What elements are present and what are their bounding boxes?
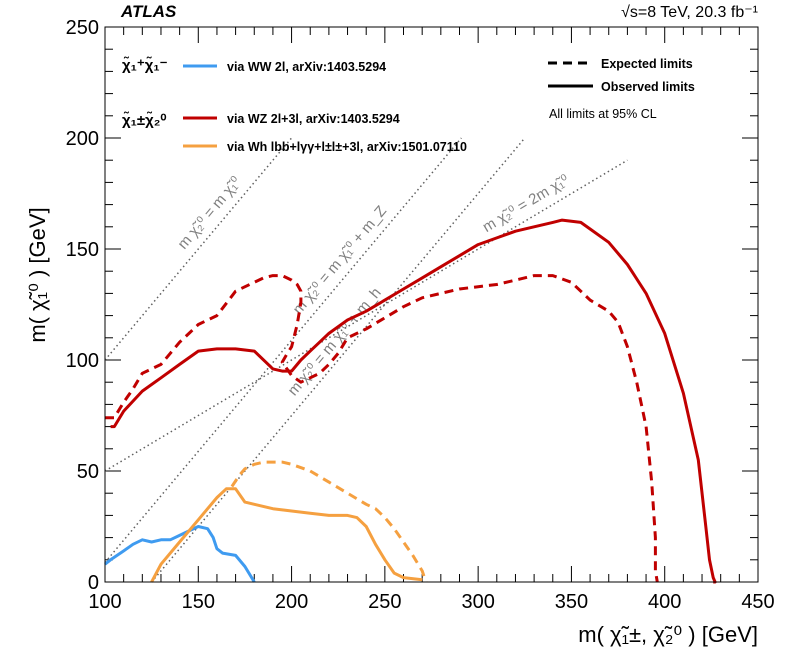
legend-process-chargino-neutralino: χ̃₁±χ̃₂⁰ [122, 111, 166, 129]
limit-curve-wh-observed [150, 487, 423, 583]
legend-processes: χ̃₁⁺χ̃₁⁻ via WW 2l, arXiv:1403.5294 χ̃₁±… [122, 56, 467, 154]
energy-luminosity-label: √s=8 TeV, 20.3 fb⁻¹ [621, 4, 758, 21]
limit-curve-wz-observed [110, 218, 717, 584]
y-tick-label: 50 [77, 461, 99, 483]
limit-curve-wh-expected [230, 460, 428, 583]
legend-entry-ww: via WW 2l, arXiv:1403.5294 [227, 60, 386, 74]
x-tick-label: 450 [741, 591, 774, 613]
x-tick-label: 200 [275, 591, 308, 613]
legend-observed-label: Observed limits [601, 80, 695, 94]
y-tick-label: 100 [66, 350, 99, 372]
x-tick-label: 300 [461, 591, 494, 613]
y-tick-label: 250 [66, 17, 99, 39]
x-tick-label: 350 [555, 591, 588, 613]
legend-process-chargino-pair: χ̃₁⁺χ̃₁⁻ [122, 56, 168, 74]
y-axis-title: m( χ̃₁⁰ ) [GeV] [25, 207, 50, 342]
plot-frame [104, 26, 759, 583]
x-tick-label: 400 [648, 591, 681, 613]
y-tick-label: 150 [66, 239, 99, 261]
limit-curve-ww-observed [104, 525, 256, 583]
kinematic-line-label: m χ̃₂⁰ = m χ̃₁⁰ [174, 173, 244, 252]
x-axis-title: m( χ̃₁±, χ̃₂⁰ ) [GeV] [578, 622, 758, 647]
legend-entry-wh: via Wh lbb+lγγ+l±l±+3l, arXiv:1501.07110 [227, 140, 467, 154]
legend-line-styles: Expected limits Observed limits All limi… [548, 57, 695, 121]
confidence-level-note: All limits at 95% CL [549, 107, 657, 121]
x-tick-label: 150 [182, 591, 215, 613]
data-curves-layer [104, 218, 717, 584]
kinematic-boundary-line [104, 137, 462, 563]
kinematic-line-label: m χ̃₂⁰ = 2m χ̃₁⁰ [480, 171, 572, 235]
y-tick-label: 0 [88, 572, 99, 594]
ticks-layer: 100 150 200 250 300 350 400 450 0 50 100 150 200 250 [66, 17, 775, 613]
kinematic-boundary-line [104, 137, 293, 361]
legend-entry-wz: via WZ 2l+3l, arXiv:1403.5294 [227, 112, 400, 126]
limit-curve-wz-expected [105, 274, 659, 583]
experiment-label: ATLAS [120, 2, 177, 21]
y-tick-label: 200 [66, 128, 99, 150]
x-tick-label: 100 [88, 591, 121, 613]
legend-expected-label: Expected limits [601, 57, 693, 71]
x-tick-label: 250 [368, 591, 401, 613]
